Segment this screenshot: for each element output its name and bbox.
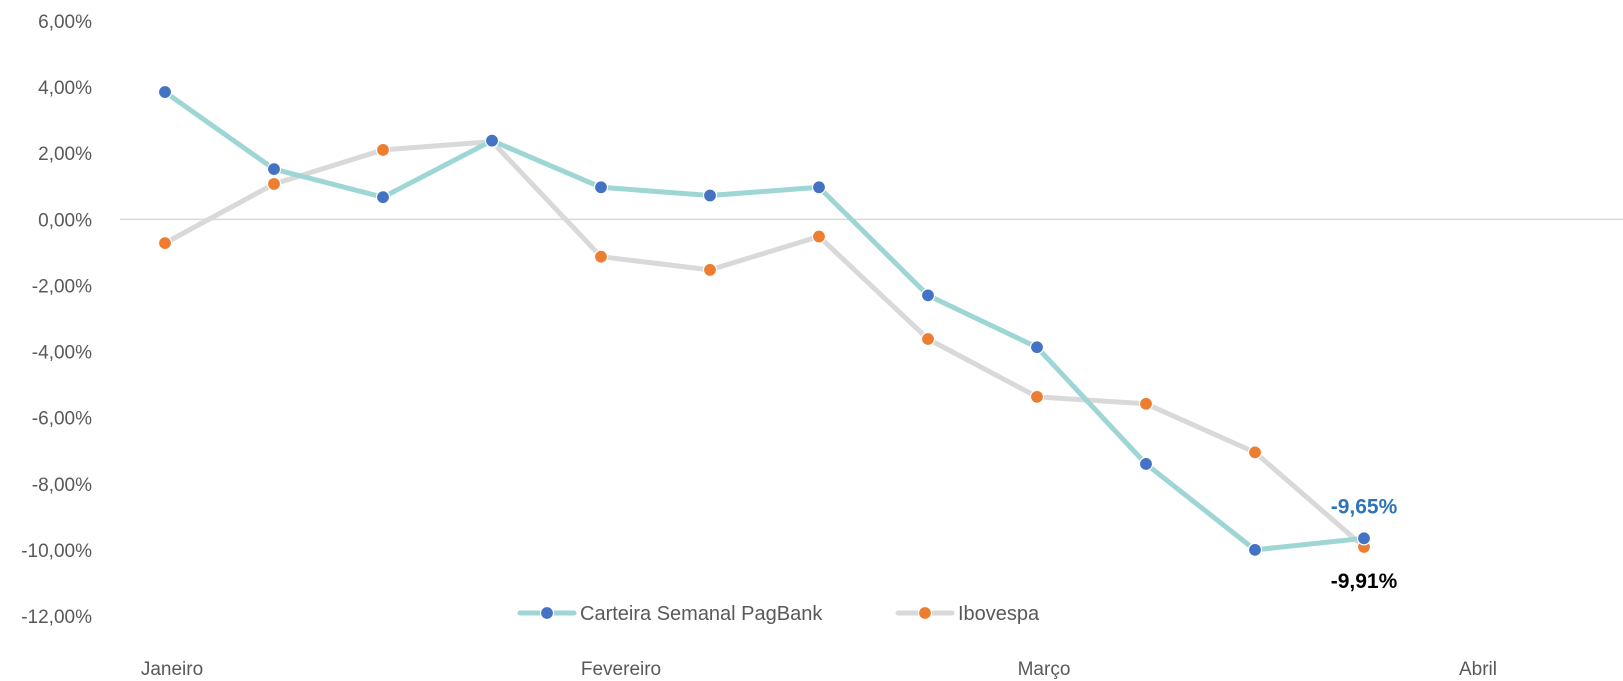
legend-marker [539, 605, 555, 621]
data-point [811, 229, 827, 244]
data-point [702, 262, 718, 278]
legend-item: Carteira Semanal PagBank [517, 603, 823, 625]
data-point [1029, 340, 1045, 355]
data-point [1138, 456, 1154, 472]
data-point [702, 188, 718, 203]
y-tick-label: -4,00% [32, 343, 92, 364]
data-point [157, 84, 173, 100]
y-tick-label: -2,00% [32, 276, 92, 297]
x-category-label: Fevereiro [581, 659, 661, 680]
x-category-label: Janeiro [141, 659, 203, 680]
y-tick-label: -12,00% [21, 607, 92, 628]
data-point [1356, 531, 1372, 546]
y-tick-label: -6,00% [32, 409, 92, 430]
series-layer: -9,65% -9,91% [157, 84, 1398, 593]
data-point [1247, 542, 1263, 557]
data-point [1029, 389, 1045, 404]
y-tick-label: 2,00% [38, 144, 92, 165]
y-tick-label: 4,00% [38, 78, 92, 99]
data-label: -9,65% [1331, 495, 1398, 518]
data-point [375, 190, 391, 205]
y-tick-label: -8,00% [32, 475, 92, 496]
series-line [162, 89, 1367, 553]
y-tick-label: 6,00% [38, 12, 92, 33]
legend-item: Ibovespa [895, 603, 1040, 625]
series-ibovespa [157, 134, 1372, 555]
data-point [484, 133, 500, 148]
data-point [266, 161, 282, 177]
data-point [920, 331, 936, 347]
legend: Carteira Semanal PagBank Ibovespa [517, 603, 1040, 625]
data-point [1138, 396, 1154, 411]
data-point [593, 180, 609, 195]
data-point [811, 180, 827, 195]
legend-marker [917, 605, 933, 621]
data-point [266, 176, 282, 192]
series-line [162, 139, 1367, 550]
series-carteira [157, 84, 1372, 557]
data-point [1247, 445, 1263, 460]
legend-label: Ibovespa [958, 603, 1040, 625]
data-point [593, 249, 609, 264]
y-tick-label: -10,00% [21, 541, 92, 562]
x-category-label: Março [1018, 659, 1071, 680]
x-axis: Janeiro Fevereiro Março Abril [141, 659, 1497, 680]
data-point [157, 236, 173, 251]
data-point [920, 288, 936, 303]
x-category-label: Abril [1459, 659, 1497, 680]
y-axis: 6,00% 4,00% 2,00% 0,00% -2,00% -4,00% -6,00% -8… [21, 12, 92, 628]
legend-label: Carteira Semanal PagBank [580, 603, 823, 625]
y-tick-label: 0,00% [38, 210, 92, 231]
data-label: -9,91% [1331, 570, 1398, 593]
data-point [375, 142, 391, 158]
